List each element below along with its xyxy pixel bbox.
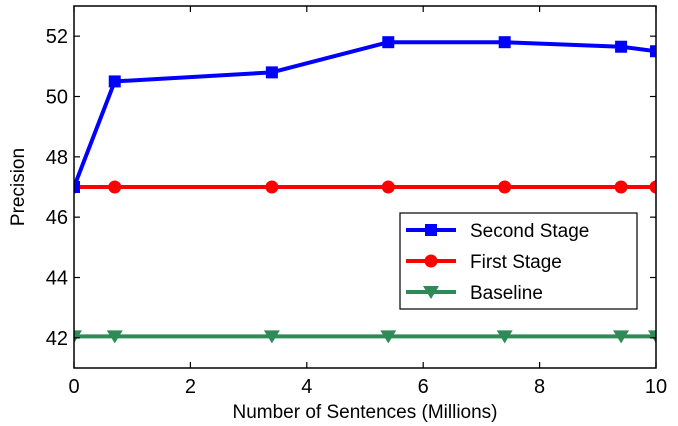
series-second-stage bbox=[74, 36, 656, 193]
legend: Second Stage First Stage Baseline bbox=[399, 212, 638, 310]
legend-item-second-stage: Second Stage bbox=[406, 221, 589, 242]
second-stage-point bbox=[650, 45, 656, 58]
second-stage-point bbox=[74, 181, 80, 193]
first-stage-point bbox=[108, 180, 122, 194]
baseline-point bbox=[74, 330, 82, 344]
second-stage-point bbox=[265, 66, 278, 79]
baseline-point bbox=[613, 330, 630, 344]
legend-swatch-marker bbox=[425, 224, 437, 236]
x-tick-label: 4 bbox=[301, 376, 312, 398]
series-layer bbox=[74, 36, 656, 344]
second-stage-point bbox=[498, 36, 511, 49]
first-stage-point bbox=[265, 180, 279, 194]
baseline-point bbox=[648, 330, 656, 344]
legend-label: Baseline bbox=[470, 283, 543, 304]
baseline-point bbox=[106, 330, 123, 344]
x-tick-label: 2 bbox=[185, 376, 196, 398]
series-baseline bbox=[74, 330, 656, 344]
y-tick-label: 48 bbox=[46, 147, 68, 169]
baseline-point bbox=[380, 330, 397, 344]
second-stage-line bbox=[74, 40, 656, 188]
baseline-point bbox=[263, 330, 280, 344]
y-tick-label: 52 bbox=[46, 26, 68, 48]
x-tick-label: 10 bbox=[645, 376, 667, 398]
first-stage-point bbox=[498, 180, 512, 194]
x-axis-label: Number of Sentences (Millions) bbox=[232, 402, 497, 423]
first-stage-point bbox=[381, 180, 395, 194]
y-axis-label: Precision bbox=[8, 148, 29, 226]
legend-label: First Stage bbox=[470, 252, 562, 273]
x-tick-label: 6 bbox=[418, 376, 429, 398]
second-stage-point bbox=[108, 75, 121, 88]
series-first-stage bbox=[74, 180, 656, 194]
legend-swatch-marker bbox=[424, 254, 438, 268]
y-tick-label: 46 bbox=[46, 207, 68, 229]
second-stage-point bbox=[615, 40, 628, 53]
plot-area-frame bbox=[73, 5, 657, 369]
legend-swatch-marker bbox=[423, 286, 439, 299]
y-tick-label: 44 bbox=[46, 268, 68, 290]
first-stage-point bbox=[614, 180, 628, 194]
legend-item-baseline: Baseline bbox=[406, 283, 543, 304]
first-stage-point bbox=[649, 180, 656, 194]
y-tick-label: 50 bbox=[46, 87, 68, 109]
x-tick-label: 0 bbox=[68, 376, 79, 398]
legend-label: Second Stage bbox=[470, 221, 589, 242]
y-tick-label: 42 bbox=[46, 328, 68, 350]
legend-item-first-stage: First Stage bbox=[406, 252, 562, 273]
x-tick-label: 8 bbox=[534, 376, 545, 398]
baseline-point bbox=[496, 330, 513, 344]
second-stage-point bbox=[382, 36, 395, 49]
